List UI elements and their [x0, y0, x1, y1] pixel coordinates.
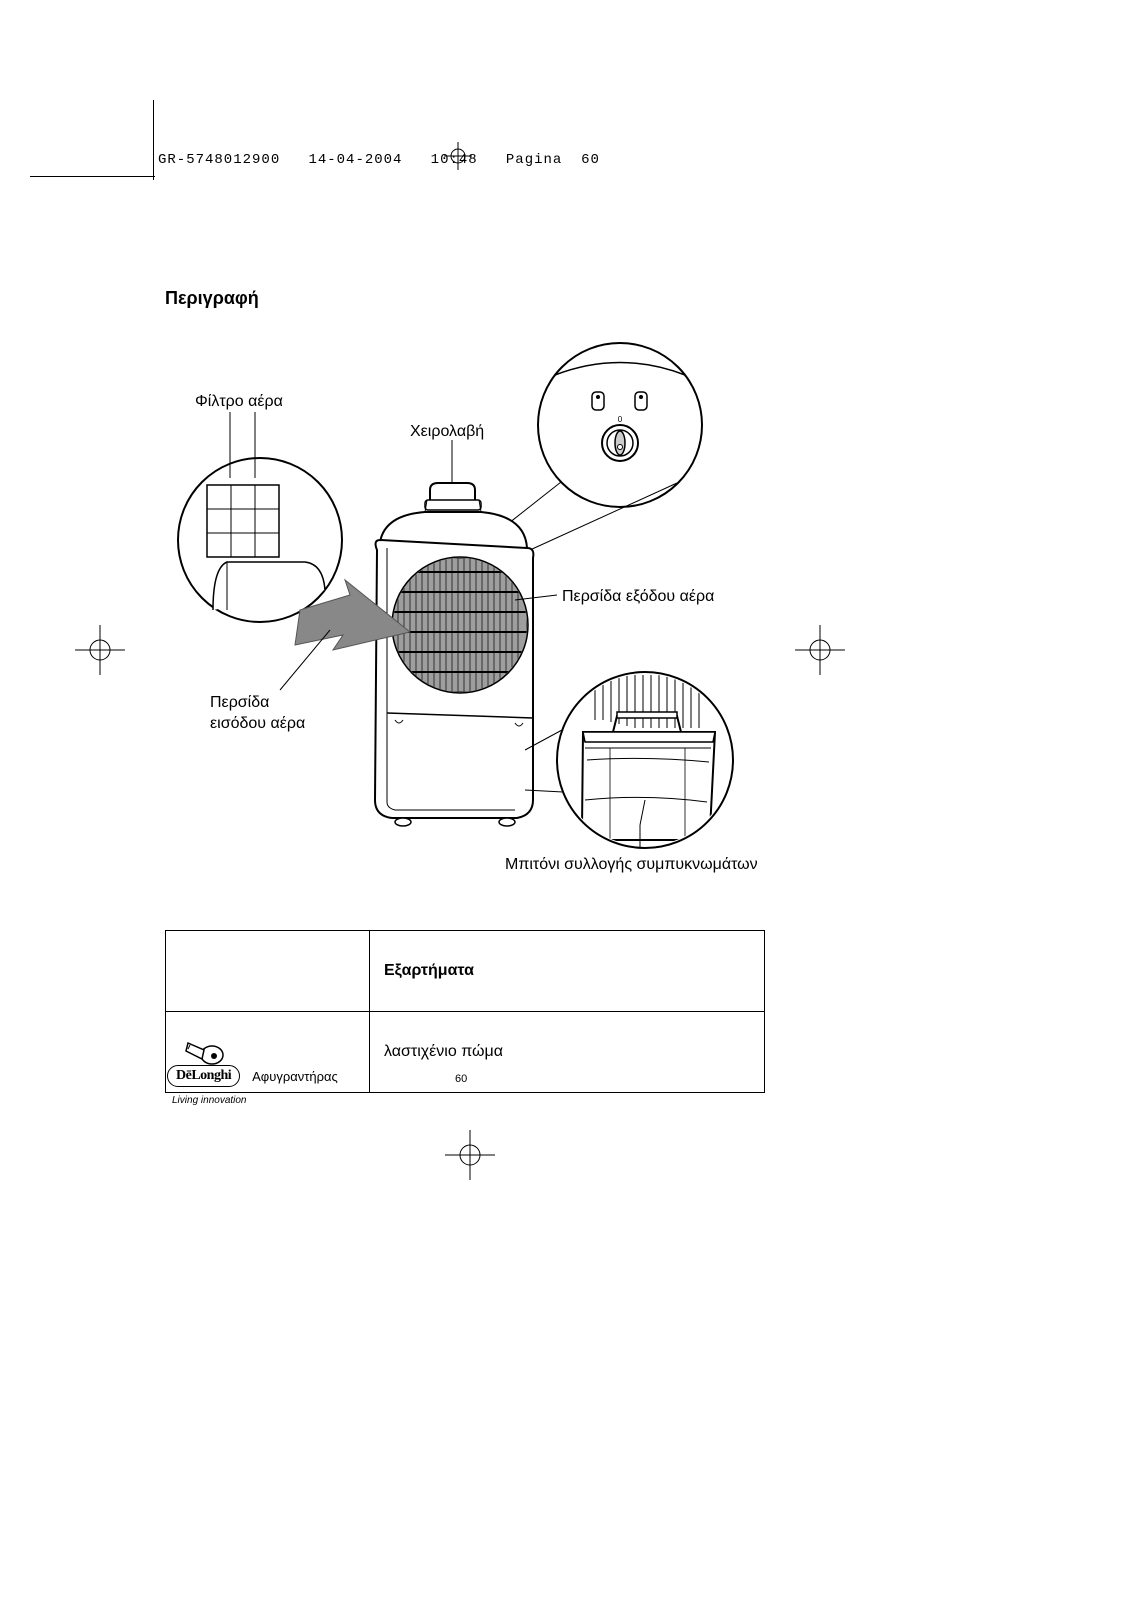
footer-page-number: 60 [455, 1073, 467, 1085]
svg-text:0: 0 [618, 415, 623, 424]
label-handle: Χειρολαβή [410, 422, 484, 443]
product-diagram: 0 [155, 340, 795, 930]
document-header: GR-5748012900 14-04-2004 10:48 Pagina 60 [158, 152, 600, 168]
registration-mark-top [444, 142, 472, 170]
water-tank-detail [525, 672, 733, 848]
registration-mark-left [75, 625, 125, 675]
label-air-outlet: Περσίδα εξόδου αέρα [562, 587, 714, 608]
doc-page-word: Pagina [506, 152, 562, 168]
doc-date: 14-04-2004 [308, 152, 402, 168]
rubber-plug-icon [180, 1035, 230, 1069]
registration-mark-bottom [445, 1130, 495, 1180]
label-condensate-tank: Μπιτόνι συλλογής συμπυκνωμάτων [505, 855, 758, 876]
product-name: Αφυγραντήρας [252, 1069, 338, 1084]
accessory-label: λαστιχένιο πώμα [370, 1012, 765, 1093]
brand-logo: DēLonghi [167, 1065, 240, 1087]
control-panel-detail: 0 [490, 343, 702, 550]
label-air-filter: Φίλτρο αέρα [195, 392, 283, 413]
doc-id: GR-5748012900 [158, 152, 280, 168]
section-title: Περιγραφή [165, 288, 259, 309]
table-header-empty [166, 931, 370, 1012]
brand-tagline: Living innovation [172, 1095, 247, 1106]
doc-page-num: 60 [581, 152, 600, 168]
table-header-row: Εξαρτήματα [166, 931, 765, 1012]
crop-mark-vertical [153, 100, 154, 180]
label-air-inlet: Περσίδα εισόδου αέρα [210, 693, 305, 735]
dehumidifier-body [375, 483, 533, 826]
crop-mark-horizontal [30, 176, 155, 177]
air-filter-detail [178, 458, 342, 622]
page-footer: DēLonghi Αφυγραντήρας [167, 1065, 338, 1087]
registration-mark-right [795, 625, 845, 675]
accessories-header: Εξαρτήματα [370, 931, 765, 1012]
